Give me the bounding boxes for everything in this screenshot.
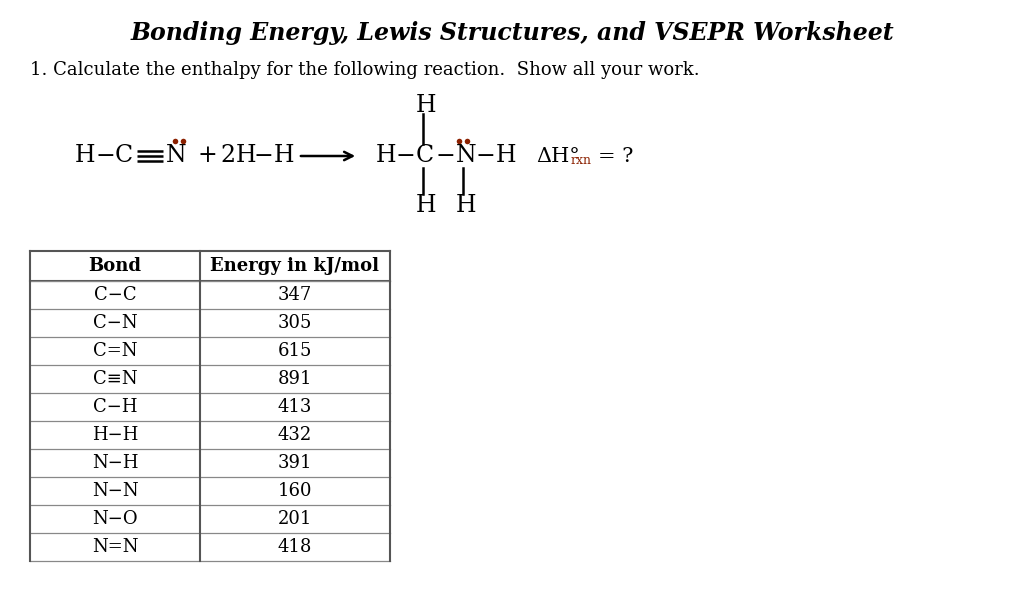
- Text: C=N: C=N: [93, 342, 137, 360]
- Text: H: H: [376, 144, 396, 167]
- Text: N−N: N−N: [92, 482, 138, 500]
- Text: −: −: [95, 144, 115, 167]
- Text: H−H: H−H: [92, 426, 138, 444]
- Text: 615: 615: [278, 342, 312, 360]
- Text: Energy in kJ/mol: Energy in kJ/mol: [211, 257, 380, 275]
- Text: N=N: N=N: [92, 538, 138, 556]
- Text: C: C: [416, 144, 434, 167]
- Text: C: C: [115, 144, 133, 167]
- Text: 891: 891: [278, 370, 312, 388]
- Text: Bonding Energy, Lewis Structures, and VSEPR Worksheet: Bonding Energy, Lewis Structures, and VS…: [130, 21, 894, 45]
- Text: 413: 413: [278, 398, 312, 416]
- Text: 418: 418: [278, 538, 312, 556]
- Text: H: H: [456, 194, 476, 218]
- Text: C≡N: C≡N: [93, 370, 137, 388]
- Text: 305: 305: [278, 314, 312, 332]
- Text: −: −: [396, 144, 416, 167]
- Text: N: N: [456, 144, 476, 167]
- Text: H: H: [274, 144, 295, 167]
- Text: H: H: [416, 95, 436, 117]
- Text: ΔH°: ΔH°: [536, 147, 580, 166]
- Text: rxn: rxn: [571, 155, 592, 167]
- Text: +: +: [198, 144, 218, 167]
- Text: C−H: C−H: [93, 398, 137, 416]
- Text: N: N: [166, 144, 186, 167]
- Text: 432: 432: [278, 426, 312, 444]
- Text: H: H: [496, 144, 516, 167]
- Text: C−N: C−N: [93, 314, 137, 332]
- Text: 160: 160: [278, 482, 312, 500]
- Text: H: H: [236, 144, 256, 167]
- Text: N−O: N−O: [92, 510, 138, 528]
- Text: H: H: [416, 194, 436, 218]
- Text: −: −: [436, 144, 456, 167]
- Text: 2: 2: [220, 144, 236, 167]
- Text: C−C: C−C: [93, 286, 136, 304]
- Text: 391: 391: [278, 454, 312, 472]
- Text: = ?: = ?: [598, 147, 634, 166]
- Text: −: −: [254, 144, 273, 167]
- Text: −: −: [476, 144, 496, 167]
- Text: 1. Calculate the enthalpy for the following reaction.  Show all your work.: 1. Calculate the enthalpy for the follow…: [30, 61, 699, 79]
- Text: H: H: [75, 144, 95, 167]
- Text: N−H: N−H: [92, 454, 138, 472]
- Text: 201: 201: [278, 510, 312, 528]
- Text: Bond: Bond: [88, 257, 141, 275]
- Text: 347: 347: [278, 286, 312, 304]
